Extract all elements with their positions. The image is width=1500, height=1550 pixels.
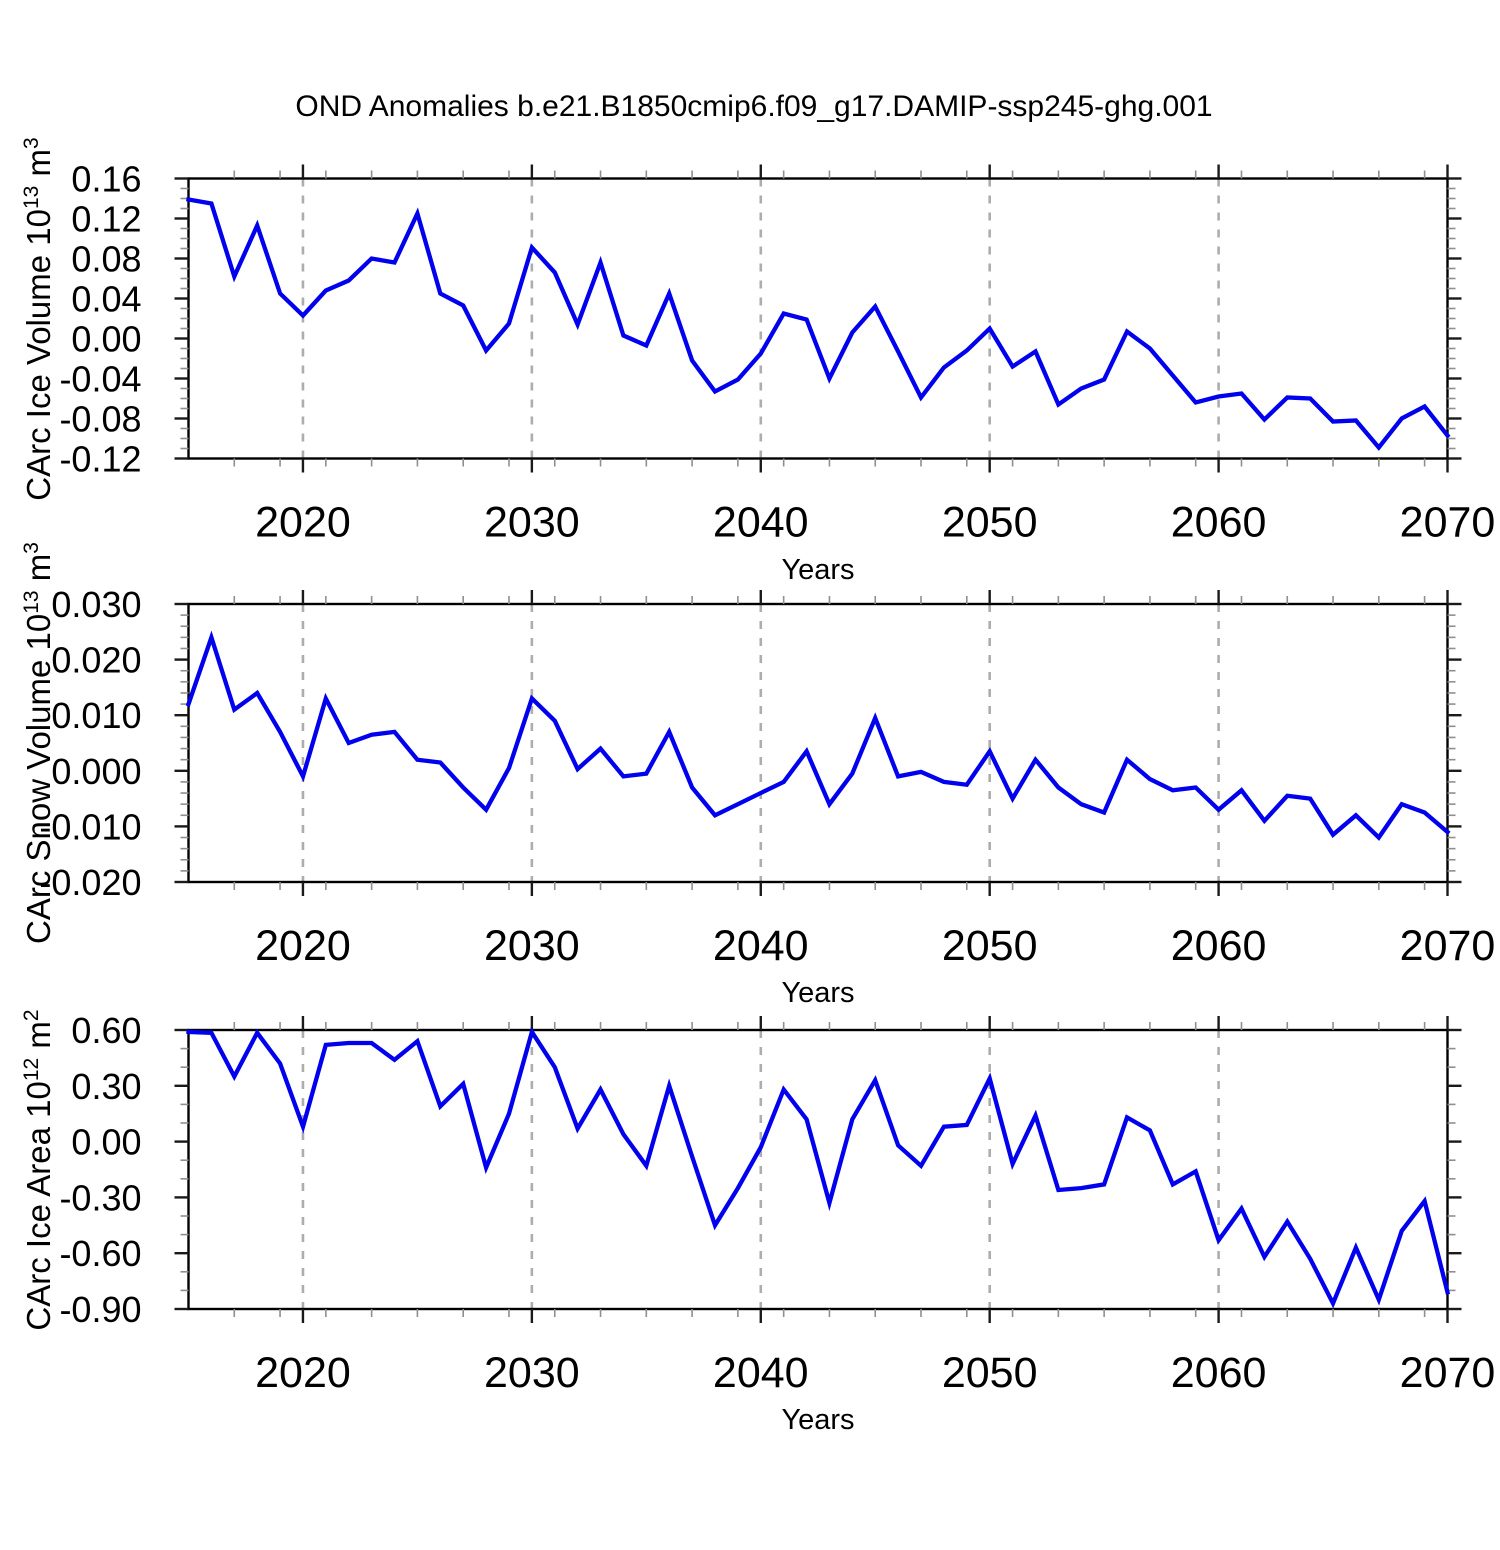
- ylabel-text: m: [20, 1020, 57, 1058]
- x-tick-label: 2070: [1400, 499, 1496, 547]
- y-tick-label: 0.04: [71, 279, 141, 320]
- x-tick-label: 2030: [484, 922, 580, 970]
- y-tick-label: -0.08: [59, 399, 141, 440]
- panel-1: 0.160.120.080.040.00-0.04-0.08-0.12 2020 2…: [59, 159, 1495, 547]
- y-tick-label: 0.00: [71, 1122, 141, 1163]
- plot-frame: [187, 1028, 1449, 1311]
- x-tick-label: 2050: [942, 1349, 1038, 1397]
- x-tick-label: 2020: [255, 922, 351, 970]
- x-tick-label: 2070: [1400, 922, 1496, 970]
- y-tick-label: 0.000: [51, 751, 141, 792]
- ylabel-text: m: [20, 553, 57, 591]
- x-tick-label: 2040: [713, 499, 809, 547]
- y-tick-label: 0.00: [71, 319, 141, 360]
- x-tick-label: 2030: [484, 499, 580, 547]
- x-tick-label: 2050: [942, 922, 1038, 970]
- series-line-2: [185, 630, 1451, 841]
- ylabel-exponent: 3: [20, 542, 43, 554]
- x-tick-label: 2020: [255, 1349, 351, 1397]
- ylabel-ice-area: CArc Ice Area 1012 m2: [11, 790, 57, 1550]
- ylabel-text: m: [20, 148, 57, 186]
- y-tick-label: -0.60: [59, 1233, 141, 1274]
- panel-3: 0.60 0.30 0.00 -0.30 -0.60 -0.90 2020 2030 2040 2…: [59, 1010, 1495, 1397]
- ylabel-exponent: 3: [20, 136, 43, 149]
- y-tick-label: 0.010: [51, 695, 141, 736]
- x-tick-label: 2050: [942, 499, 1038, 547]
- y-tick-label: 0.60: [71, 1010, 141, 1051]
- y-tick-label: 0.30: [71, 1066, 141, 1107]
- plot-frame: [187, 177, 1449, 460]
- y-tick-label: -0.020: [39, 862, 141, 903]
- x-tick-label: 2040: [713, 1349, 809, 1397]
- y-tick-label: -0.30: [59, 1177, 141, 1218]
- y-tick-label: 0.08: [71, 239, 141, 280]
- series-line-1: [186, 197, 1451, 451]
- series-line-3: [186, 1026, 1451, 1309]
- xlabel-years-panel1: Years: [781, 553, 855, 586]
- y-tick-label: 0.020: [51, 640, 141, 681]
- ylabel-exponent: 13: [20, 590, 43, 614]
- x-tick-label: 2060: [1171, 499, 1267, 547]
- x-tick-label: 2070: [1400, 1349, 1496, 1397]
- y-tick-label: 0.12: [71, 199, 141, 240]
- x-tick-label: 2040: [713, 922, 809, 970]
- plot-frame: [187, 602, 1449, 884]
- x-tick-label: 2060: [1171, 1349, 1267, 1397]
- x-tick-label: 2020: [255, 499, 351, 547]
- xlabel-years-panel2: Years: [781, 977, 855, 1009]
- y-tick-label: -0.12: [59, 439, 141, 480]
- ylabel-exponent: 12: [20, 1057, 43, 1081]
- ylabel-exponent: 13: [20, 185, 43, 209]
- y-tick-label: -0.010: [39, 806, 141, 847]
- ylabel-text: CArc Ice Area 10: [20, 1080, 57, 1331]
- y-tick-label: 0.030: [51, 584, 141, 625]
- x-tick-label: 2060: [1171, 922, 1267, 970]
- chart-title: OND Anomalies b.e21.B1850cmip6.f09_g17.D…: [295, 90, 1213, 123]
- y-tick-label: -0.90: [59, 1289, 141, 1330]
- x-tick-label: 2030: [484, 1349, 580, 1397]
- y-tick-label: 0.16: [71, 159, 141, 200]
- y-tick-label: -0.04: [59, 359, 141, 400]
- panel-2: 0.030 0.020 0.010 0.000 -0.010 -0.020 2020 2030…: [39, 584, 1495, 970]
- ylabel-exponent: 2: [20, 1008, 43, 1021]
- xlabel-years-panel3: Years: [781, 1404, 855, 1436]
